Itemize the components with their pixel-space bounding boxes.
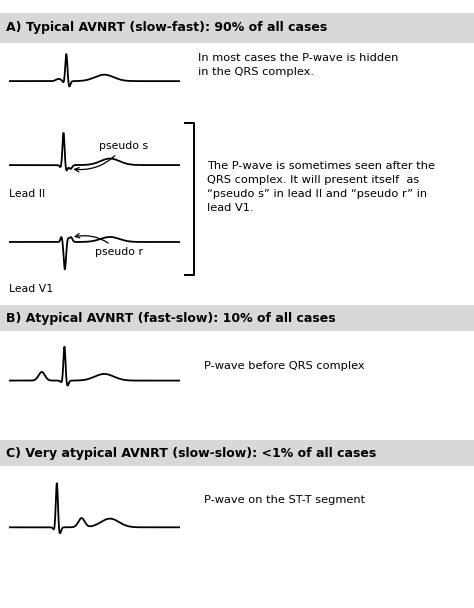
Text: Lead II: Lead II bbox=[9, 189, 46, 199]
Text: pseudo s: pseudo s bbox=[75, 141, 148, 172]
Text: The P-wave is sometimes seen after the
QRS complex. It will present itself  as
“: The P-wave is sometimes seen after the Q… bbox=[207, 161, 435, 213]
Text: P-wave on the ST-T segment: P-wave on the ST-T segment bbox=[204, 495, 365, 505]
Text: P-wave before QRS complex: P-wave before QRS complex bbox=[204, 361, 365, 371]
Text: B) Atypical AVNRT (fast-slow): 10% of all cases: B) Atypical AVNRT (fast-slow): 10% of al… bbox=[6, 312, 335, 325]
Text: A) Typical AVNRT (slow-fast): 90% of all cases: A) Typical AVNRT (slow-fast): 90% of all… bbox=[6, 21, 327, 35]
Text: In most cases the P-wave is hidden
in the QRS complex.: In most cases the P-wave is hidden in th… bbox=[198, 53, 399, 77]
Text: Lead V1: Lead V1 bbox=[9, 283, 54, 294]
Text: pseudo r: pseudo r bbox=[75, 233, 143, 257]
Text: C) Very atypical AVNRT (slow-slow): <1% of all cases: C) Very atypical AVNRT (slow-slow): <1% … bbox=[6, 447, 376, 460]
